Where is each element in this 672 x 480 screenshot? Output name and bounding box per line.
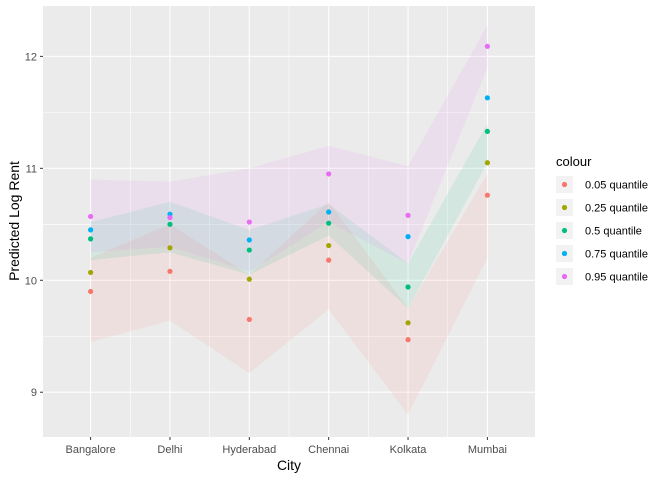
point-0-05-quantile-mumbai (484, 192, 490, 198)
x-axis-title: City (277, 457, 301, 473)
point-0-75-quantile-mumbai (484, 95, 490, 101)
legend: colour 0.05 quantile 0.25 quantile 0.5 qua… (556, 154, 648, 285)
x-tick-label: Delhi (157, 444, 182, 456)
point-0-05-quantile-bangalore (88, 288, 94, 295)
legend-items: 0.05 quantile 0.25 quantile 0.5 quantile 0.… (556, 176, 648, 285)
point-0-95-quantile-chennai (326, 171, 332, 177)
point-0-25-quantile-hyderabad (246, 276, 252, 282)
legend-key-point (561, 227, 568, 234)
y-tick-label: 11 (26, 163, 37, 175)
point-0-95-quantile-mumbai (484, 43, 490, 49)
point-0-95-quantile-bangalore (88, 213, 94, 220)
point-0-25-quantile-bangalore (88, 269, 94, 276)
legend-key-point (561, 273, 568, 280)
y-tick-label: 12 (25, 51, 37, 63)
point-0-75-quantile-bangalore (88, 227, 94, 233)
point-0-05-quantile-kolkata (405, 337, 411, 343)
x-axis-ticks: Bangalore Delhi Hyderabad Chennai Kolkata Mum… (66, 437, 507, 456)
x-tick-label: Kolkata (390, 444, 428, 456)
band-0-95-quantile (90, 25, 488, 272)
point-0-75-quantile-chennai (326, 209, 332, 215)
data-points (88, 43, 490, 343)
y-tick-label: 9 (31, 387, 37, 399)
x-tick-label: Chennai (308, 444, 349, 456)
band-0-5-quantile (90, 123, 488, 309)
point-0-5-quantile-mumbai (484, 128, 490, 134)
point-0-95-quantile-kolkata (405, 212, 411, 218)
point-0-5-quantile-chennai (326, 220, 332, 226)
legend-label: 0.75 quantile (585, 249, 648, 261)
point-0-75-quantile-kolkata (405, 234, 411, 240)
grid-minor (43, 6, 535, 437)
legend-key-point (561, 204, 568, 211)
legend-title: colour (556, 154, 592, 169)
x-tick-label: Hyderabad (222, 444, 276, 456)
point-0-25-quantile-delhi (167, 245, 173, 251)
legend-label: 0.05 quantile (585, 180, 648, 192)
point-0-25-quantile-mumbai (484, 160, 490, 166)
point-0-05-quantile-hyderabad (246, 316, 252, 323)
point-0-5-quantile-delhi (167, 221, 173, 227)
point-0-05-quantile-delhi (167, 268, 173, 274)
point-0-25-quantile-kolkata (405, 320, 411, 326)
point-0-95-quantile-hyderabad (246, 219, 252, 225)
point-0-05-quantile-chennai (326, 257, 332, 263)
confidence-bands (90, 25, 488, 415)
point-0-75-quantile-hyderabad (246, 237, 252, 243)
legend-label: 0.5 quantile (585, 226, 642, 238)
x-tick-label: Mumbai (468, 444, 507, 456)
band-0-05-quantile (90, 173, 488, 415)
legend-key-point (561, 181, 568, 188)
y-axis-ticks: 9 10 11 12 (25, 51, 43, 399)
point-0-5-quantile-hyderabad (246, 247, 252, 253)
legend-label: 0.95 quantile (585, 272, 648, 284)
point-0-25-quantile-chennai (326, 242, 332, 249)
legend-label: 0.25 quantile (585, 203, 648, 215)
x-tick-label: Bangalore (66, 444, 116, 456)
point-0-5-quantile-bangalore (88, 236, 94, 242)
point-0-5-quantile-kolkata (405, 284, 411, 290)
y-axis-title: Predicted Log Rent (6, 161, 22, 281)
point-0-95-quantile-delhi (167, 214, 173, 221)
y-tick-label: 10 (25, 275, 37, 287)
legend-key-point (561, 250, 568, 257)
